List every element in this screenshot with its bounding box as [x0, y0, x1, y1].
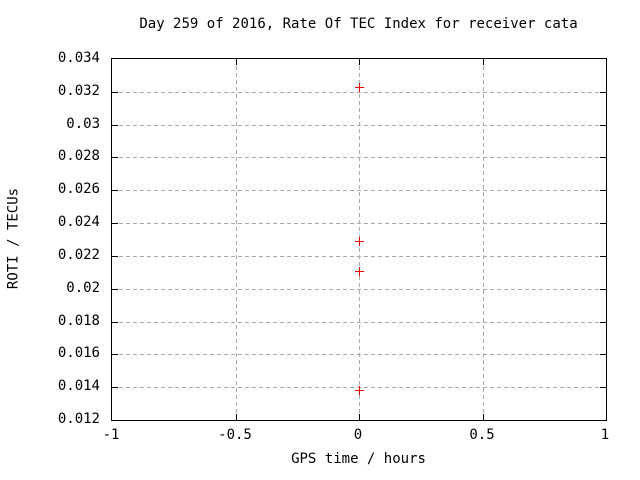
y-tick-label: 0.012: [57, 411, 100, 427]
y-tick-label: 0.026: [57, 181, 100, 197]
y-tick-mark-left: [112, 354, 118, 355]
y-tick-mark-right: [600, 354, 606, 355]
x-axis-label: GPS time / hours: [291, 451, 426, 467]
y-tick-label: 0.034: [57, 50, 100, 66]
plot-area: [111, 58, 607, 421]
x-tick-mark-bottom: [236, 414, 237, 420]
data-point-marker: [355, 83, 364, 92]
y-tick-mark-right: [600, 256, 606, 257]
x-tick-label: 0.5: [469, 427, 495, 443]
y-tick-mark-left: [112, 190, 118, 191]
y-tick-mark-right: [600, 387, 606, 388]
x-tick-mark-top: [483, 59, 484, 65]
chart-title: Day 259 of 2016, Rate Of TEC Index for r…: [139, 16, 578, 32]
y-tick-mark-right: [600, 223, 606, 224]
y-tick-label: 0.014: [57, 378, 100, 394]
y-tick-mark-left: [112, 223, 118, 224]
y-tick-label: 0.024: [57, 214, 100, 230]
y-tick-label: 0.03: [66, 116, 100, 132]
y-tick-label: 0.016: [57, 345, 100, 361]
y-tick-mark-left: [112, 157, 118, 158]
x-tick-label: 1: [600, 427, 610, 443]
x-tick-mark-bottom: [359, 414, 360, 420]
y-tick-mark-left: [112, 125, 118, 126]
y-tick-mark-right: [600, 322, 606, 323]
data-point-marker: [355, 237, 364, 246]
y-tick-label: 0.02: [66, 280, 100, 296]
x-tick-mark-top: [359, 59, 360, 65]
y-tick-mark-left: [112, 92, 118, 93]
y-tick-label: 0.032: [57, 83, 100, 99]
x-tick-mark-bottom: [483, 414, 484, 420]
y-tick-mark-right: [600, 190, 606, 191]
x-tick-label: 0: [353, 427, 363, 443]
x-tick-label: -1: [102, 427, 120, 443]
y-tick-mark-right: [600, 92, 606, 93]
y-tick-mark-left: [112, 289, 118, 290]
data-point-marker: [355, 267, 364, 276]
y-tick-mark-left: [112, 256, 118, 257]
x-tick-label: -0.5: [218, 427, 252, 443]
y-tick-label: 0.022: [57, 247, 100, 263]
y-tick-mark-right: [600, 289, 606, 290]
y-tick-mark-left: [112, 387, 118, 388]
y-tick-label: 0.028: [57, 148, 100, 164]
data-point-marker: [355, 386, 364, 395]
x-gridline: [483, 59, 484, 420]
y-tick-mark-right: [600, 157, 606, 158]
y-axis-label: ROTI / TECUs: [5, 187, 22, 290]
y-tick-mark-right: [600, 125, 606, 126]
x-tick-mark-top: [236, 59, 237, 65]
y-tick-mark-left: [112, 322, 118, 323]
y-tick-label: 0.018: [57, 313, 100, 329]
x-gridline: [236, 59, 237, 420]
